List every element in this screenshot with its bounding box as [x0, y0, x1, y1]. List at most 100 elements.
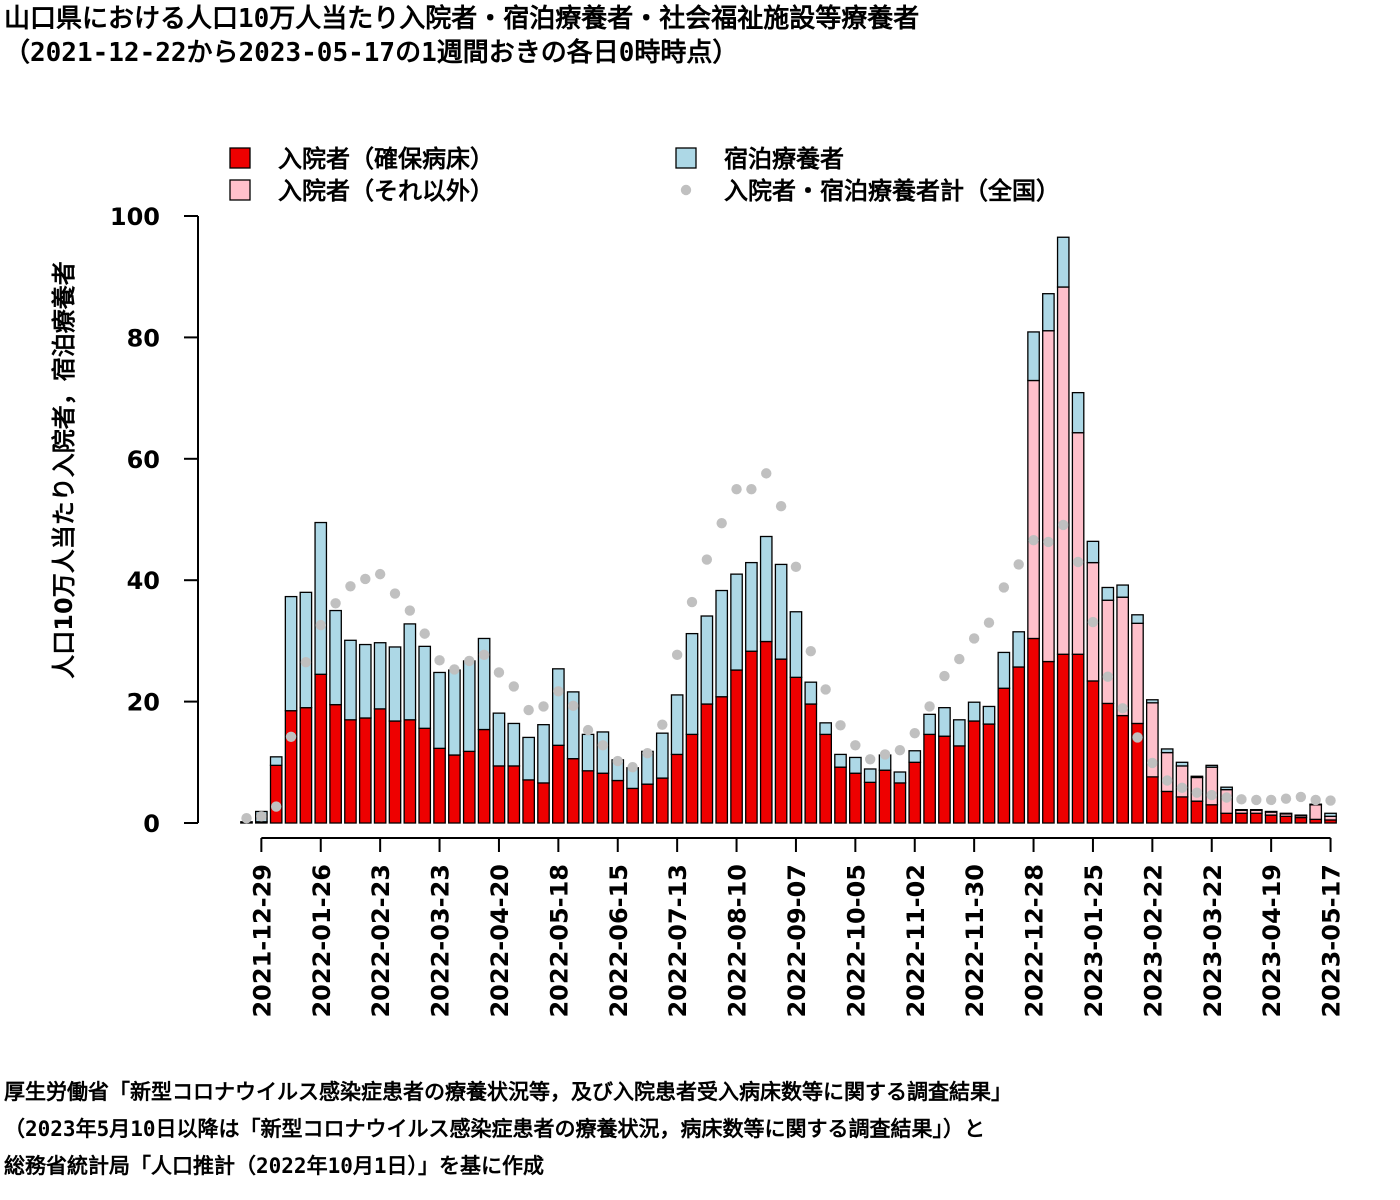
point-national — [657, 719, 668, 730]
bar-hotel — [938, 707, 951, 737]
legend-marker — [680, 184, 692, 196]
bar-hotel — [715, 589, 729, 698]
point-national — [775, 500, 787, 512]
bar-hosp-secured — [1235, 812, 1248, 824]
bar-hosp-secured — [388, 720, 402, 824]
point-national — [671, 649, 683, 661]
point-national — [850, 740, 861, 751]
point-national — [241, 812, 252, 824]
bar-hosp-other — [1116, 596, 1129, 717]
bar-hosp-secured — [938, 735, 951, 824]
point-national — [1191, 787, 1203, 798]
point-national — [894, 744, 906, 756]
bar-hosp-secured — [819, 733, 833, 824]
bar-hosp-secured — [358, 717, 372, 824]
bar-hotel — [314, 521, 328, 675]
bar-hosp-secured — [655, 777, 669, 824]
bar-hotel — [893, 771, 907, 784]
bar-hotel — [299, 591, 313, 709]
bar-hotel — [284, 595, 298, 712]
point-national — [642, 747, 653, 759]
point-national — [597, 740, 609, 751]
bar-hotel — [804, 681, 818, 705]
point-national — [1117, 703, 1128, 714]
bar-hosp-secured — [373, 708, 387, 824]
point-national — [1147, 757, 1158, 769]
point-national — [315, 619, 326, 631]
bar-hotel — [1249, 808, 1263, 811]
legend-label: 入院者（確保病床） — [278, 145, 494, 173]
x-tick-label: 2023-01-25 — [1080, 864, 1108, 1018]
x-tick-label: 2022-05-18 — [545, 864, 573, 1018]
point-national — [478, 649, 490, 661]
bar-hotel — [967, 701, 981, 722]
point-national — [271, 801, 282, 812]
point-national — [835, 720, 846, 731]
point-national — [1072, 556, 1084, 568]
bar-hosp-secured — [507, 765, 521, 824]
point-national — [1251, 794, 1262, 806]
bar-hotel — [1205, 764, 1219, 768]
point-national — [731, 483, 742, 495]
point-national — [256, 811, 267, 822]
point-national — [1087, 616, 1099, 628]
bar-hotel — [745, 561, 758, 652]
legend-item-hosp-other: 入院者（それ以外） — [229, 177, 494, 205]
point-national — [939, 670, 950, 682]
bar-hotel — [596, 731, 610, 774]
point-national — [805, 646, 816, 657]
bar-hotel — [685, 632, 699, 736]
bar-hosp-secured — [1012, 666, 1026, 824]
point-national — [790, 561, 802, 573]
x-tick-label: 2022-03-23 — [427, 864, 455, 1018]
bar-hosp-secured — [1160, 790, 1174, 824]
point-national — [404, 605, 416, 616]
legend-label: 宿泊療養者 — [724, 145, 844, 173]
bar-hosp-secured — [1264, 814, 1278, 824]
bar-hotel — [863, 768, 877, 783]
point-national — [924, 701, 935, 712]
bar-hotel — [537, 724, 550, 784]
point-national — [1013, 559, 1024, 570]
bar-hotel — [492, 712, 506, 767]
y-tick-label: 80 — [127, 324, 160, 352]
point-national — [1176, 782, 1188, 793]
bar-hotel — [789, 611, 803, 678]
bar-hotel — [730, 573, 743, 671]
bar-hotel — [552, 668, 565, 746]
bar-hotel — [448, 669, 461, 756]
point-national — [746, 483, 757, 495]
bar-hotel — [1027, 331, 1040, 382]
bar-hotel — [774, 563, 788, 660]
bar-hosp-secured — [641, 783, 654, 824]
point-national — [1043, 536, 1054, 548]
x-tick-label: 2022-12-28 — [1021, 864, 1049, 1018]
bar-hosp-secured — [403, 719, 417, 824]
bar-hosp-secured — [1220, 812, 1233, 824]
point-national — [1206, 789, 1217, 801]
bar-hosp-secured — [344, 719, 357, 824]
point-national — [360, 573, 371, 585]
bar-hosp-secured — [1027, 637, 1040, 824]
bar-hotel — [923, 713, 936, 736]
x-tick-label: 2022-08-10 — [724, 864, 752, 1018]
point-national — [909, 727, 920, 739]
bar-hosp-secured — [878, 769, 892, 824]
point-national — [686, 596, 698, 608]
point-national — [998, 582, 1010, 593]
point-national — [464, 655, 475, 667]
bar-hosp-secured — [537, 782, 550, 824]
bar-hosp-secured — [477, 728, 491, 824]
point-national — [701, 554, 713, 565]
point-national — [568, 700, 579, 712]
bar-hotel — [1190, 775, 1204, 779]
bar-hotel — [655, 732, 669, 779]
bar-hosp-secured — [863, 781, 877, 824]
bar-hotel — [269, 756, 283, 766]
point-national — [419, 628, 430, 639]
point-national — [761, 468, 772, 479]
legend-item-hotel: 宿泊療養者 — [675, 145, 844, 173]
bar-hotel — [388, 646, 402, 722]
bar-hotel — [1175, 761, 1189, 767]
y-tick-label: 0 — [143, 810, 160, 838]
